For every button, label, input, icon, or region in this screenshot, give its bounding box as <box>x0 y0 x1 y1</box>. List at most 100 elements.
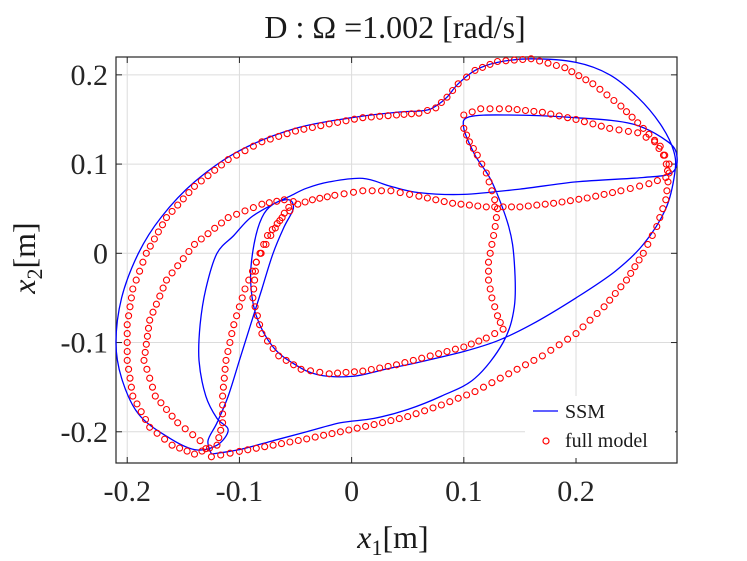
full-model-marker <box>418 354 426 362</box>
full-model-marker <box>185 189 193 197</box>
full-model-marker <box>505 105 513 113</box>
full-model-marker <box>491 222 499 231</box>
full-model-marker <box>162 276 171 284</box>
full-model-marker <box>392 111 401 119</box>
full-model-marker <box>484 258 493 266</box>
full-model-marker <box>468 108 476 116</box>
full-model-marker <box>306 367 315 375</box>
full-model-marker <box>143 332 151 340</box>
full-model-marker <box>663 167 672 175</box>
full-model-marker <box>475 337 483 345</box>
full-model-marker <box>325 120 333 128</box>
full-model-marker <box>125 365 133 373</box>
full-model-marker <box>224 156 232 164</box>
full-model-marker <box>189 431 197 439</box>
full-model-marker <box>617 102 625 110</box>
full-model-marker <box>592 192 600 200</box>
full-model-marker <box>271 224 279 232</box>
full-model-marker <box>538 108 546 116</box>
full-model-marker <box>211 224 219 232</box>
full-model-marker <box>600 303 608 311</box>
full-model-marker <box>432 196 440 204</box>
full-model-marker <box>143 365 151 373</box>
full-model-marker <box>367 365 375 374</box>
full-model-marker <box>269 344 277 353</box>
full-model-marker <box>384 362 392 370</box>
full-model-marker <box>603 91 611 99</box>
full-model-marker <box>547 110 555 118</box>
full-model-marker <box>328 430 336 438</box>
full-model-marker <box>507 203 516 211</box>
full-model-marker <box>474 202 482 210</box>
full-model-marker <box>261 443 269 451</box>
full-model-marker <box>460 124 468 132</box>
full-model-marker <box>222 356 230 364</box>
full-model-marker <box>457 200 465 208</box>
full-model-marker <box>334 369 342 377</box>
full-model-marker <box>513 106 521 114</box>
full-model-marker <box>174 201 182 209</box>
full-model-marker <box>190 450 199 458</box>
x-tick-label: 0 <box>344 475 359 508</box>
full-model-marker <box>176 444 184 452</box>
full-model-marker <box>316 194 324 202</box>
full-model-marker <box>423 106 431 115</box>
full-model-marker <box>144 324 153 332</box>
full-model-marker <box>486 60 494 68</box>
full-model-marker <box>368 187 376 195</box>
y-axis-unit: [m] <box>6 222 42 268</box>
full-model-marker <box>502 57 510 65</box>
full-model-marker <box>226 338 234 347</box>
full-model-marker <box>460 111 468 119</box>
full-model-marker <box>154 228 162 236</box>
full-model-marker <box>297 365 305 373</box>
full-model-marker <box>634 119 642 127</box>
full-model-marker <box>486 249 494 257</box>
full-model-marker <box>263 337 272 345</box>
full-model-marker <box>566 197 574 205</box>
full-model-marker <box>179 255 187 263</box>
full-model-marker <box>471 66 479 74</box>
full-model-marker <box>241 147 249 155</box>
full-model-marker <box>488 379 496 387</box>
full-model-marker <box>467 340 475 348</box>
full-model-marker <box>150 235 158 243</box>
full-model-marker <box>409 356 417 364</box>
full-model-marker <box>376 364 384 372</box>
full-model-marker <box>555 112 563 120</box>
full-model-marker <box>126 374 134 382</box>
full-model-marker <box>280 209 288 217</box>
full-model-marker <box>197 177 205 185</box>
full-model-marker <box>123 330 131 338</box>
full-model-marker <box>491 330 499 338</box>
full-model-marker <box>142 249 150 257</box>
full-model-marker <box>161 435 169 443</box>
full-model-marker <box>311 433 319 441</box>
full-model-marker <box>291 127 300 135</box>
full-model-marker <box>460 343 468 351</box>
full-model-marker <box>273 197 281 205</box>
full-model-marker <box>516 203 524 211</box>
legend: SSM full model <box>525 396 675 458</box>
full-model-marker <box>533 201 541 209</box>
full-model-marker <box>245 276 253 284</box>
full-model-marker <box>183 447 191 455</box>
y-tick-label: 0 <box>93 237 108 270</box>
legend-full-model-swatch <box>542 437 550 445</box>
full-model-marker <box>661 151 669 159</box>
full-model-marker <box>277 440 286 448</box>
grid-lines <box>116 57 677 463</box>
full-model-marker <box>125 312 133 320</box>
full-model-marker <box>582 76 590 84</box>
full-model-marker <box>606 124 614 132</box>
full-model-marker <box>269 441 277 449</box>
full-model-marker <box>440 198 448 206</box>
x-axis-label: x1[m] <box>356 519 428 560</box>
full-model-marker <box>179 195 187 203</box>
full-model-marker <box>404 413 412 421</box>
full-model-marker <box>196 437 204 445</box>
full-model-marker <box>181 425 189 433</box>
full-model-marker <box>392 361 401 369</box>
full-model-marker <box>490 231 498 240</box>
full-model-marker <box>617 283 625 291</box>
